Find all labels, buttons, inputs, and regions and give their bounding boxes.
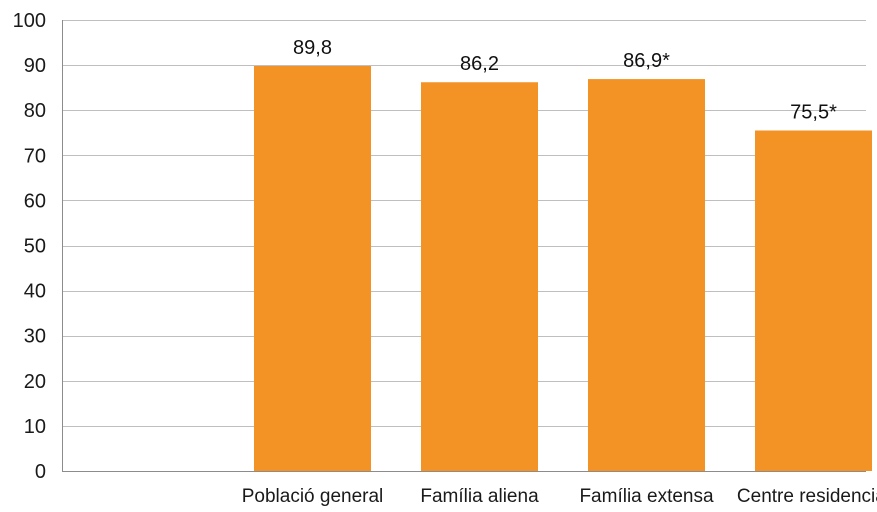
category-label: Família aliena: [420, 486, 539, 507]
data-label: 75,5*: [790, 101, 837, 123]
category-label: Família extensa: [579, 486, 714, 507]
bar: [254, 66, 371, 471]
category-label: Centre residencial: [737, 486, 877, 507]
y-tick-label: 50: [24, 236, 46, 258]
y-tick-label: 60: [24, 190, 46, 212]
bar: [755, 130, 872, 471]
y-tick-label: 90: [24, 55, 46, 77]
bar: [588, 79, 705, 472]
y-tick-label: 40: [24, 281, 46, 303]
y-tick-labels: 0 10 20 30 40 50 60 70 80 90 100: [13, 10, 46, 483]
y-tick-label: 10: [24, 416, 46, 438]
y-tick-label: 0: [35, 461, 46, 483]
y-tick-label: 20: [24, 371, 46, 393]
data-label: 86,2: [460, 53, 499, 75]
category-labels: Població general Família aliena Família ex…: [242, 486, 877, 507]
axes: [62, 20, 866, 472]
data-labels: 89,8 86,2 86,9* 75,5*: [293, 37, 837, 123]
bar: [421, 82, 538, 471]
data-label: 89,8: [293, 37, 332, 59]
category-label: Població general: [242, 486, 384, 507]
data-label: 86,9*: [623, 50, 670, 72]
y-tick-label: 70: [24, 145, 46, 167]
bars: [254, 66, 872, 472]
y-tick-label: 30: [24, 326, 46, 348]
y-tick-label: 100: [13, 10, 46, 32]
y-tick-label: 80: [24, 100, 46, 122]
